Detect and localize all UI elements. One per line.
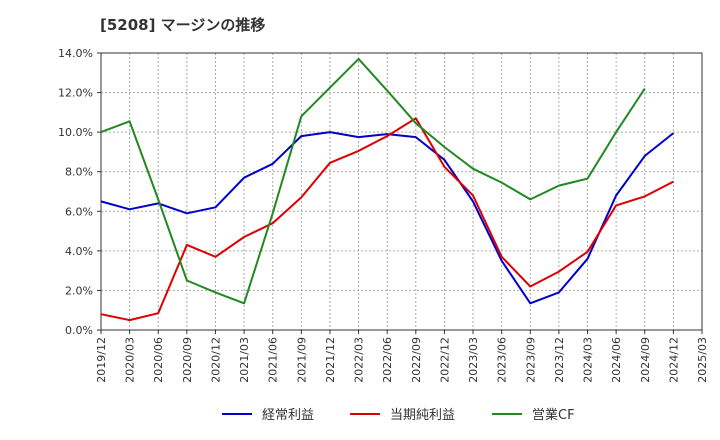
y-tick-label: 0.0% bbox=[65, 324, 93, 337]
x-tick-label: 2019/12 bbox=[95, 337, 108, 383]
legend-label-3: 営業CF bbox=[532, 407, 575, 423]
y-tick-label: 8.0% bbox=[65, 166, 93, 179]
series-line-1 bbox=[100, 131, 675, 305]
y-tick-label: 6.0% bbox=[65, 205, 93, 218]
y-tick-label: 10.0% bbox=[58, 126, 93, 139]
x-tick-label: 2020/06 bbox=[152, 337, 165, 383]
x-tick-label: 2024/06 bbox=[610, 337, 623, 383]
x-tick-label: 2025/03 bbox=[696, 337, 709, 383]
x-tick-label: 2024/09 bbox=[639, 337, 652, 383]
x-tick-label: 2023/12 bbox=[553, 337, 566, 383]
y-tick-label: 2.0% bbox=[65, 284, 93, 297]
x-tick-label: 2022/09 bbox=[410, 337, 423, 383]
legend: 経常利益 当期純利益 営業CF bbox=[222, 407, 575, 423]
plot-frame bbox=[100, 52, 703, 331]
x-tick-label: 2021/12 bbox=[324, 337, 337, 383]
grid-lines bbox=[101, 52, 702, 330]
y-tick-labels: 0.0% 2.0% 4.0% 6.0% 8.0% 10.0% 12.0% 14.0% bbox=[58, 47, 93, 337]
x-tick-label: 2021/09 bbox=[295, 337, 308, 383]
x-tick-label: 2023/03 bbox=[467, 337, 480, 383]
x-tick-label: 2022/06 bbox=[381, 337, 394, 383]
x-tick-label: 2024/03 bbox=[582, 337, 595, 383]
series-lines bbox=[100, 57, 675, 322]
x-tick-label: 2021/06 bbox=[267, 337, 280, 383]
legend-label-2: 当期純利益 bbox=[390, 408, 455, 423]
x-tick-label: 2023/09 bbox=[524, 337, 537, 383]
x-tick-label: 2020/12 bbox=[209, 337, 222, 383]
x-tick-label: 2022/12 bbox=[438, 337, 451, 383]
series-line-2 bbox=[100, 117, 674, 322]
y-tick-label: 4.0% bbox=[65, 245, 93, 258]
y-tick-label: 12.0% bbox=[58, 87, 93, 100]
x-tick-label: 2021/03 bbox=[238, 337, 251, 383]
axes bbox=[97, 52, 703, 334]
series-line-3 bbox=[100, 57, 646, 305]
legend-label-1: 経常利益 bbox=[262, 408, 314, 423]
chart-title: [5208] マージンの推移 bbox=[100, 16, 266, 34]
x-tick-label: 2020/09 bbox=[181, 337, 194, 383]
x-tick-label: 2024/12 bbox=[667, 337, 680, 383]
x-tick-label: 2023/06 bbox=[496, 337, 509, 383]
y-tick-label: 14.0% bbox=[58, 47, 93, 60]
plot-area bbox=[101, 53, 702, 330]
x-tick-label: 2022/03 bbox=[353, 337, 366, 383]
x-tick-labels: 2019/12 2020/03 2020/06 2020/09 2020/12 2021/… bbox=[95, 337, 709, 383]
x-tick-label: 2020/03 bbox=[124, 337, 137, 383]
